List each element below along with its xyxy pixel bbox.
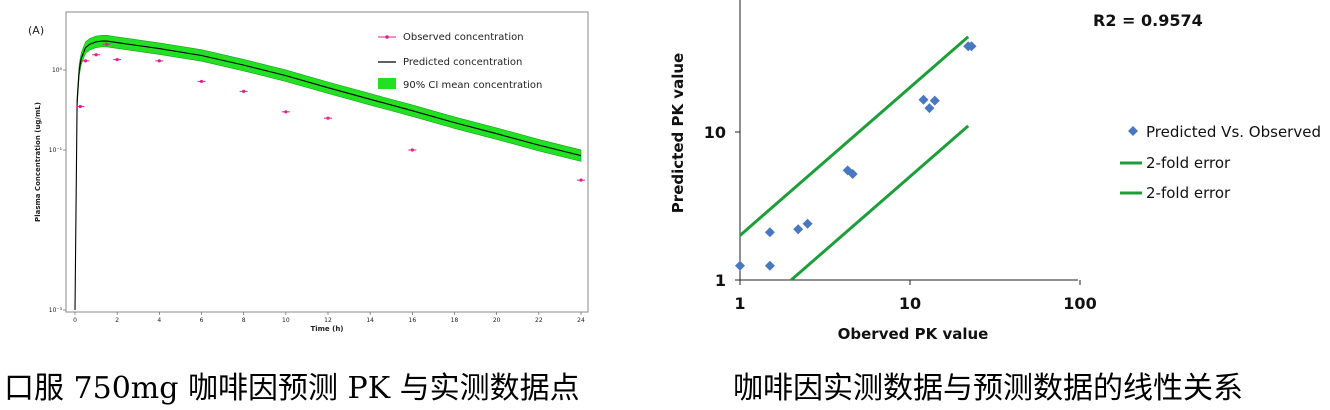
x-tick-label: 10 — [282, 317, 290, 324]
right-chart: 1 10 100 110 R2 = 0.9574 Oberved PK value … — [669, 0, 1321, 343]
x-tick-label: 24 — [577, 317, 585, 324]
left-y-ticks: 10⁻³ 10⁻¹ 10⁰ — [49, 67, 66, 314]
y-tick-label: 10⁻³ — [49, 307, 63, 314]
scatter-points-group — [735, 41, 977, 271]
legend-predicted-label: Predicted concentration — [403, 57, 522, 68]
observed-point — [76, 104, 85, 109]
x-tick-label: 6 — [200, 317, 204, 324]
ci-band — [76, 35, 582, 162]
two-fold-line — [739, 35, 970, 237]
y-tick-label: 10 — [704, 123, 726, 142]
left-legend: Observed concentration Predicted concent… — [378, 32, 542, 91]
observed-point — [81, 59, 90, 63]
scatter-point — [764, 227, 775, 238]
right-x-axis-label: Oberved PK value — [838, 325, 989, 343]
legend-scatter-marker — [1128, 126, 1138, 136]
panel-label: (A) — [28, 24, 44, 37]
scatter-point — [793, 224, 804, 235]
observed-points-group — [76, 42, 585, 182]
left-y-axis-label: Plasma Concentration (ug/mL) — [34, 102, 42, 222]
observed-point — [113, 57, 122, 62]
left-plot-frame — [65, 11, 589, 313]
x-tick-label: 4 — [157, 317, 161, 324]
x-tick-label: 10 — [899, 294, 921, 313]
predicted-line-group — [74, 40, 582, 311]
x-tick-label: 12 — [324, 317, 332, 324]
scatter-point — [929, 95, 940, 106]
x-tick-label: 14 — [366, 317, 374, 324]
y-tick-label: 10⁰ — [52, 67, 63, 74]
left-x-ticks: 0 2 4 6 8 10 12 14 16 18 20 22 24 — [73, 312, 585, 324]
observed-point — [239, 89, 248, 94]
right-x-ticks: 1 10 100 — [734, 280, 1097, 313]
x-tick-label: 8 — [242, 317, 246, 324]
observed-point — [92, 53, 101, 57]
x-tick-label: 22 — [535, 317, 543, 324]
right-y-axis-label: Predicted PK value — [669, 53, 687, 213]
observed-point — [324, 116, 332, 120]
legend-fold-label-2: 2-fold error — [1146, 184, 1231, 202]
x-tick-label: 100 — [1063, 294, 1096, 313]
legend-scatter-label: Predicted Vs. Observed — [1146, 123, 1321, 141]
scatter-point — [802, 218, 813, 229]
right-y-ticks: 1 10 — [704, 123, 740, 290]
left-x-axis-label: Time (h) — [310, 325, 343, 333]
two-fold-lines — [739, 35, 970, 282]
x-tick-label: 1 — [734, 294, 745, 313]
legend-fold-label-1: 2-fold error — [1146, 154, 1231, 172]
y-tick-label: 1 — [715, 271, 726, 290]
ci-band-group — [76, 35, 582, 162]
observed-point — [408, 148, 417, 152]
observed-point — [102, 42, 111, 46]
predicted-line — [74, 40, 582, 311]
observed-point — [281, 110, 290, 114]
legend-observed-dot — [385, 35, 389, 39]
scatter-point — [966, 41, 977, 52]
observed-point — [155, 59, 164, 63]
scatter-point — [918, 94, 929, 105]
x-tick-label: 2 — [115, 317, 119, 324]
r2-annotation: R2 = 0.9574 — [1093, 11, 1203, 30]
two-fold-line — [790, 124, 970, 282]
scatter-point — [764, 260, 775, 271]
left-caption: 口服 750mg 咖啡因预测 PK 与实测数据点 — [4, 371, 580, 406]
x-tick-label: 0 — [73, 317, 77, 324]
right-caption: 咖啡因实测数据与预测数据的线性关系 — [733, 371, 1243, 406]
legend-ci-swatch — [378, 78, 396, 89]
legend-ci-label: 90% CI mean concentration — [403, 80, 542, 91]
observed-point — [197, 79, 206, 84]
scatter-point — [924, 103, 935, 114]
observed-point — [577, 178, 585, 182]
right-legend: Predicted Vs. Observed 2-fold error 2-fo… — [1120, 123, 1321, 202]
x-tick-label: 20 — [493, 317, 501, 324]
x-tick-label: 16 — [409, 317, 417, 324]
y-tick-label: 10⁻¹ — [49, 147, 63, 154]
x-tick-label: 18 — [451, 317, 459, 324]
scatter-point — [735, 260, 745, 271]
legend-observed-label: Observed concentration — [403, 32, 524, 43]
scatter-point — [847, 169, 858, 179]
